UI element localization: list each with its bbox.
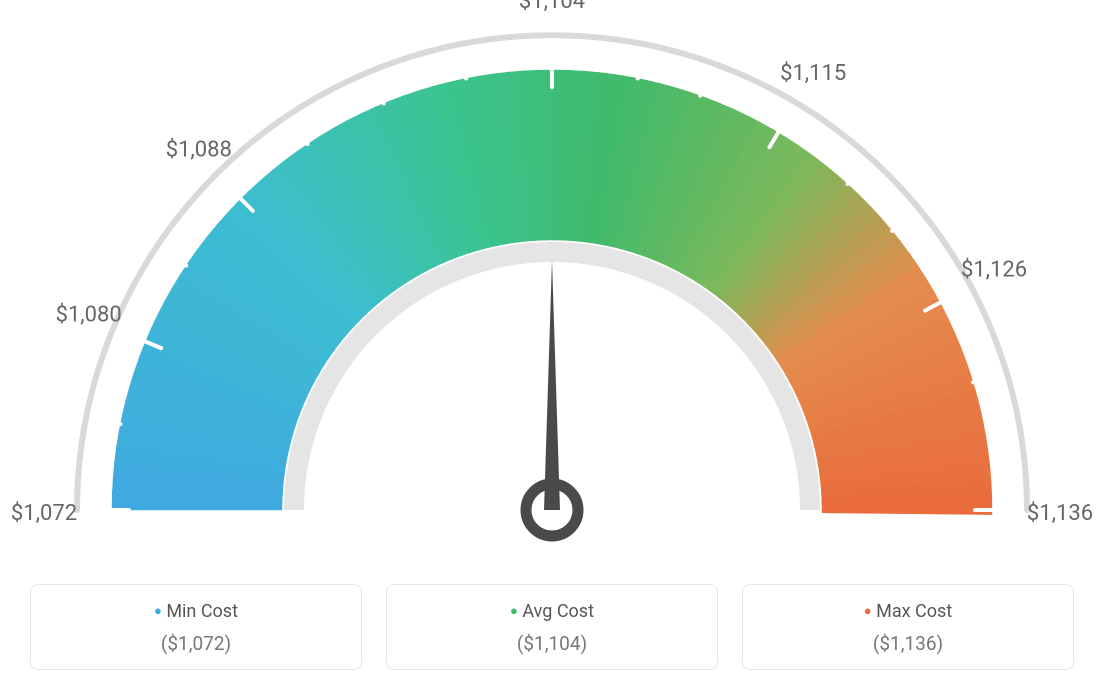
avg-cost-card: ● Avg Cost ($1,104) [386,584,718,670]
min-cost-value: ($1,072) [41,632,351,655]
avg-cost-value: ($1,104) [397,632,707,655]
max-cost-card: ● Max Cost ($1,136) [742,584,1074,670]
svg-text:$1,080: $1,080 [56,302,122,327]
summary-cards: ● Min Cost ($1,072) ● Avg Cost ($1,104) … [30,584,1074,670]
max-cost-label: ● Max Cost [753,601,1063,622]
svg-text:$1,072: $1,072 [11,501,77,526]
svg-text:$1,136: $1,136 [1027,501,1093,526]
gauge: $1,072 $1,080 $1,088 $1,104 $1,115 $1,126 $1,1… [0,0,1104,560]
svg-text:$1,104: $1,104 [519,0,585,14]
svg-text:$1,088: $1,088 [166,138,232,163]
gauge-chart-container: $1,072 $1,080 $1,088 $1,104 $1,115 $1,126 $1,1… [0,0,1104,690]
svg-text:$1,126: $1,126 [961,257,1027,282]
avg-cost-label: ● Avg Cost [397,601,707,622]
min-cost-label: ● Min Cost [41,601,351,622]
svg-text:$1,115: $1,115 [780,61,846,86]
max-cost-value: ($1,136) [753,632,1063,655]
min-cost-card: ● Min Cost ($1,072) [30,584,362,670]
